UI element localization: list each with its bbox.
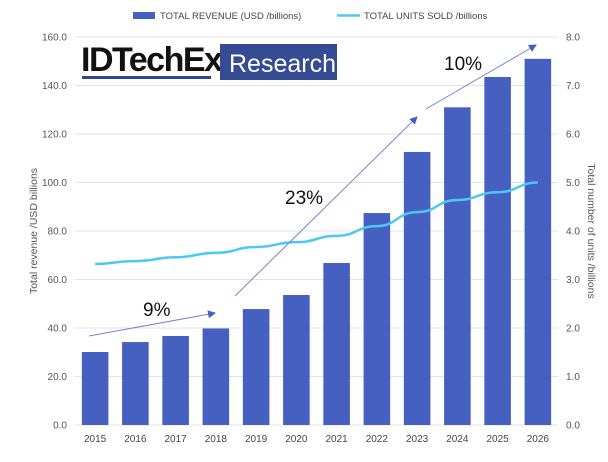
legend: TOTAL REVENUE (USD /billions) TOTAL UNIT… <box>133 11 488 22</box>
y2-tick-label: 5.0 <box>566 178 580 189</box>
x-tick-label: 2025 <box>487 434 510 445</box>
y2-tick-label: 3.0 <box>566 275 580 286</box>
bar-2023 <box>404 152 431 425</box>
bar-2021 <box>323 263 350 425</box>
bar-2017 <box>162 336 189 425</box>
x-tick-label: 2023 <box>406 434 429 445</box>
bar-2018 <box>203 328 230 425</box>
logo-underline <box>82 76 211 79</box>
y-tick-label: 160.0 <box>42 33 67 44</box>
logo-brand: IDTechEx <box>81 41 223 79</box>
logo-tag: Research <box>229 50 336 78</box>
y-axis-title: Total revenue /USD billions <box>28 168 40 294</box>
x-tick-label: 2024 <box>446 434 469 445</box>
x-tick-label: 2018 <box>205 434 228 445</box>
y-tick-label: 20.0 <box>48 372 68 383</box>
growth-label-9: 9% <box>143 300 171 321</box>
y2-tick-label: 7.0 <box>566 81 580 92</box>
bar-2025 <box>484 77 511 425</box>
x-tick-label: 2015 <box>84 434 107 445</box>
y-tick-label: 80.0 <box>48 227 68 238</box>
x-tick-label: 2022 <box>366 434 389 445</box>
x-tick-label: 2019 <box>245 434 268 445</box>
bar-2024 <box>444 107 471 425</box>
x-tick-label: 2020 <box>285 434 308 445</box>
y2-axis-title: Total number of units /billions <box>585 163 597 298</box>
bar-2022 <box>364 213 391 425</box>
y-tick-label: 40.0 <box>48 324 68 335</box>
legend-swatch-revenue <box>133 12 155 19</box>
y-tick-label: 0.0 <box>53 421 67 432</box>
bar-2015 <box>82 352 109 425</box>
growth-label-10: 10% <box>444 54 482 75</box>
x-tick-label: 2017 <box>165 434 188 445</box>
revenue-bars <box>82 59 551 425</box>
y-tick-label: 60.0 <box>48 275 68 286</box>
y2-tick-label: 6.0 <box>566 130 580 141</box>
y2-tick-label: 2.0 <box>566 324 580 335</box>
x-tick-label: 2021 <box>326 434 349 445</box>
y2-tick-label: 8.0 <box>566 33 580 44</box>
y-tick-label: 140.0 <box>42 81 67 92</box>
x-tick-label: 2016 <box>124 434 147 445</box>
idtechex-logo: IDTechEx Research <box>81 41 337 80</box>
y2-tick-label: 4.0 <box>566 227 580 238</box>
bar-2026 <box>525 59 552 425</box>
legend-label-units: TOTAL UNITS SOLD /billions <box>364 11 488 22</box>
bar-2019 <box>243 309 270 425</box>
y2-tick-label: 0.0 <box>566 421 580 432</box>
y2-tick-label: 1.0 <box>566 372 580 383</box>
y-tick-label: 120.0 <box>42 130 67 141</box>
legend-label-revenue: TOTAL REVENUE (USD /billions) <box>160 11 301 22</box>
growth-label-23: 23% <box>285 188 323 209</box>
bar-2020 <box>283 295 310 425</box>
x-tick-label: 2026 <box>527 434 550 445</box>
bar-2016 <box>122 342 149 425</box>
y-tick-label: 100.0 <box>42 178 67 189</box>
